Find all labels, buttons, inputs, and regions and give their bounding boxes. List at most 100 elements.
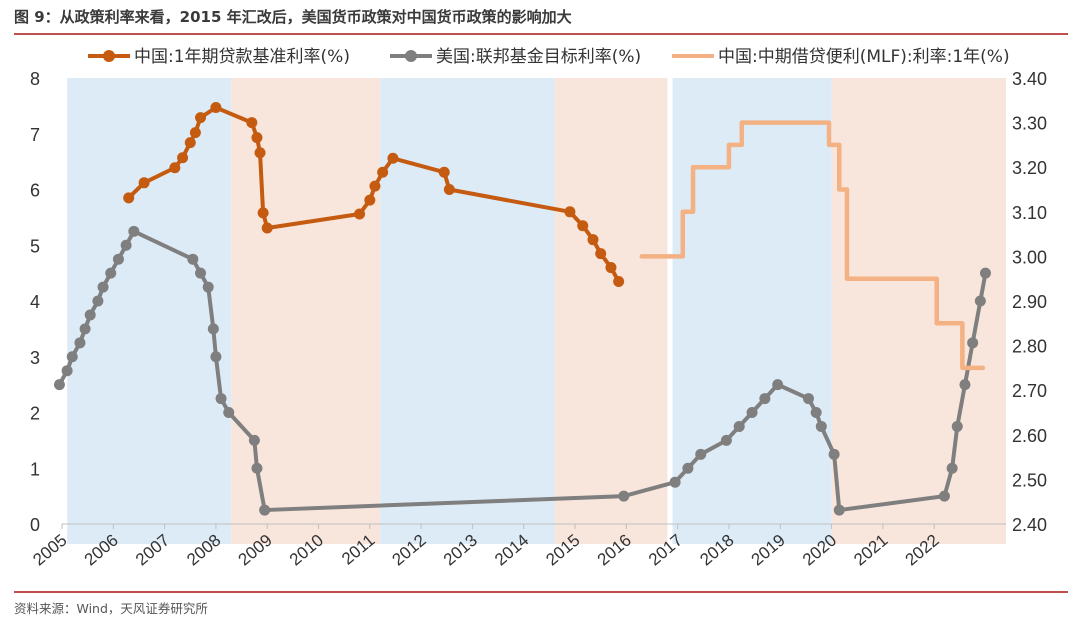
series-0-point-4 bbox=[184, 137, 196, 149]
series-1-point-29 bbox=[759, 393, 771, 405]
y-right-tick-2: 2.60 bbox=[1012, 426, 1047, 446]
series-1-point-26 bbox=[720, 434, 732, 446]
y-right-tick-5: 2.90 bbox=[1012, 292, 1047, 312]
series-1-point-23 bbox=[669, 476, 681, 488]
series-1-point-8 bbox=[105, 267, 117, 279]
series-1-point-21 bbox=[259, 504, 271, 516]
series-1-point-12 bbox=[187, 253, 199, 265]
legend: 中国:1年期贷款基准利率(%) 美国:联邦基金目标利率(%) 中国:中期借贷便利(M… bbox=[88, 47, 1010, 67]
series-1-point-3 bbox=[74, 337, 86, 349]
y-right-tick-10: 3.40 bbox=[1012, 69, 1047, 89]
series-1-point-6 bbox=[92, 295, 104, 307]
series-1-point-13 bbox=[195, 267, 207, 279]
series-0-point-23 bbox=[595, 248, 607, 260]
y-left-tick-1: 1 bbox=[30, 459, 40, 479]
series-0-point-5 bbox=[189, 127, 201, 139]
y-left-tick-0: 0 bbox=[30, 515, 40, 535]
y-left-tick-8: 8 bbox=[30, 69, 40, 89]
series-0-point-16 bbox=[377, 166, 389, 178]
figure-title: 图 9：从政策利率来看，2015 年汇改后，美国货币政策对中国货币政策的影响加大 bbox=[14, 8, 572, 26]
legend-marker-0 bbox=[103, 50, 115, 62]
series-0-point-8 bbox=[246, 117, 258, 129]
y-right-tick-0: 2.40 bbox=[1012, 515, 1047, 535]
series-1-point-20 bbox=[251, 462, 263, 474]
series-1-point-2 bbox=[66, 351, 78, 363]
y-right-tick-1: 2.50 bbox=[1012, 470, 1047, 490]
series-0-point-0 bbox=[123, 192, 135, 204]
series-lines bbox=[53, 102, 991, 516]
y-right-tick-4: 2.80 bbox=[1012, 337, 1047, 357]
legend-marker-1 bbox=[405, 50, 417, 62]
series-1-point-17 bbox=[215, 393, 227, 405]
series-1-point-24 bbox=[682, 462, 694, 474]
title-rule bbox=[14, 33, 1068, 35]
series-1-point-4 bbox=[79, 323, 91, 335]
series-1-point-18 bbox=[223, 407, 235, 418]
series-0-point-24 bbox=[605, 262, 617, 274]
series-1-point-39 bbox=[959, 379, 971, 391]
y-left-tick-2: 2 bbox=[30, 404, 40, 424]
series-0-point-14 bbox=[364, 194, 376, 206]
series-0-point-25 bbox=[613, 275, 625, 287]
series-1-point-41 bbox=[974, 295, 986, 307]
y-left-tick-3: 3 bbox=[30, 348, 40, 368]
series-1-point-30 bbox=[772, 379, 784, 391]
shaded-period-2 bbox=[380, 78, 555, 544]
series-1-point-25 bbox=[695, 448, 707, 460]
series-1-point-19 bbox=[248, 434, 260, 446]
y-left-tick-6: 6 bbox=[30, 181, 40, 201]
series-1-point-35 bbox=[833, 504, 845, 516]
series-1-point-42 bbox=[979, 267, 991, 279]
legend-label-0: 中国:1年期贷款基准利率(%) bbox=[134, 47, 350, 67]
series-0-point-1 bbox=[138, 177, 150, 189]
series-1-point-15 bbox=[207, 323, 219, 335]
y-right-tick-6: 3.00 bbox=[1012, 247, 1047, 267]
y-left-tick-5: 5 bbox=[30, 236, 40, 256]
series-1-point-9 bbox=[112, 253, 124, 265]
policy-rate-chart: 0 1 2 3 4 5 6 7 8 2.40 2.50 2.60 2.70 2.80 2.90 3.00 3.1… bbox=[29, 47, 1047, 570]
legend-label-2: 中国:中期借贷便利(MLF):利率:1年(%) bbox=[718, 47, 1010, 67]
series-0-point-7 bbox=[210, 102, 222, 114]
series-0-point-20 bbox=[564, 206, 576, 218]
series-0-point-2 bbox=[169, 162, 181, 174]
shaded-period-4 bbox=[672, 78, 832, 544]
series-1-point-11 bbox=[128, 225, 140, 237]
series-1-point-33 bbox=[815, 420, 827, 432]
series-0-point-19 bbox=[443, 184, 455, 195]
y-right-tick-8: 3.20 bbox=[1012, 158, 1047, 178]
series-0-point-18 bbox=[438, 166, 450, 178]
series-1-point-1 bbox=[61, 365, 73, 377]
series-0-point-12 bbox=[261, 222, 273, 234]
series-1-point-31 bbox=[802, 393, 814, 405]
series-1-point-38 bbox=[951, 420, 963, 432]
y-left-tick-7: 7 bbox=[30, 125, 40, 145]
series-1-point-37 bbox=[946, 462, 958, 474]
shaded-period-3 bbox=[554, 78, 668, 544]
series-1-point-16 bbox=[210, 351, 222, 363]
series-0-point-6 bbox=[195, 112, 207, 124]
x-tick-label-0: 2005 bbox=[29, 531, 70, 570]
series-1-point-10 bbox=[120, 239, 132, 251]
y-left-tick-4: 4 bbox=[30, 292, 40, 312]
series-0-point-15 bbox=[369, 180, 381, 192]
series-1-point-40 bbox=[967, 337, 979, 349]
series-1-point-14 bbox=[202, 281, 214, 293]
series-0-point-13 bbox=[354, 208, 366, 220]
series-1-point-32 bbox=[810, 407, 822, 418]
series-line-2 bbox=[639, 120, 986, 371]
source-note: 资料来源：Wind，天风证券研究所 bbox=[14, 601, 208, 616]
series-1-point-36 bbox=[938, 490, 950, 502]
series-0-point-11 bbox=[257, 207, 269, 219]
series-0-point-3 bbox=[177, 152, 189, 164]
y-right-tick-9: 3.30 bbox=[1012, 114, 1047, 134]
series-1-point-5 bbox=[84, 309, 96, 321]
series-1-point-28 bbox=[746, 407, 758, 418]
shaded-period-1 bbox=[231, 78, 381, 544]
series-1-point-7 bbox=[97, 281, 109, 293]
series-1-point-22 bbox=[618, 490, 630, 502]
legend-label-1: 美国:联邦基金目标利率(%) bbox=[436, 47, 641, 67]
footer-rule bbox=[14, 591, 1068, 593]
series-1-point-0 bbox=[53, 379, 65, 391]
series-0-point-17 bbox=[387, 152, 399, 164]
series-1-point-34 bbox=[828, 448, 840, 460]
